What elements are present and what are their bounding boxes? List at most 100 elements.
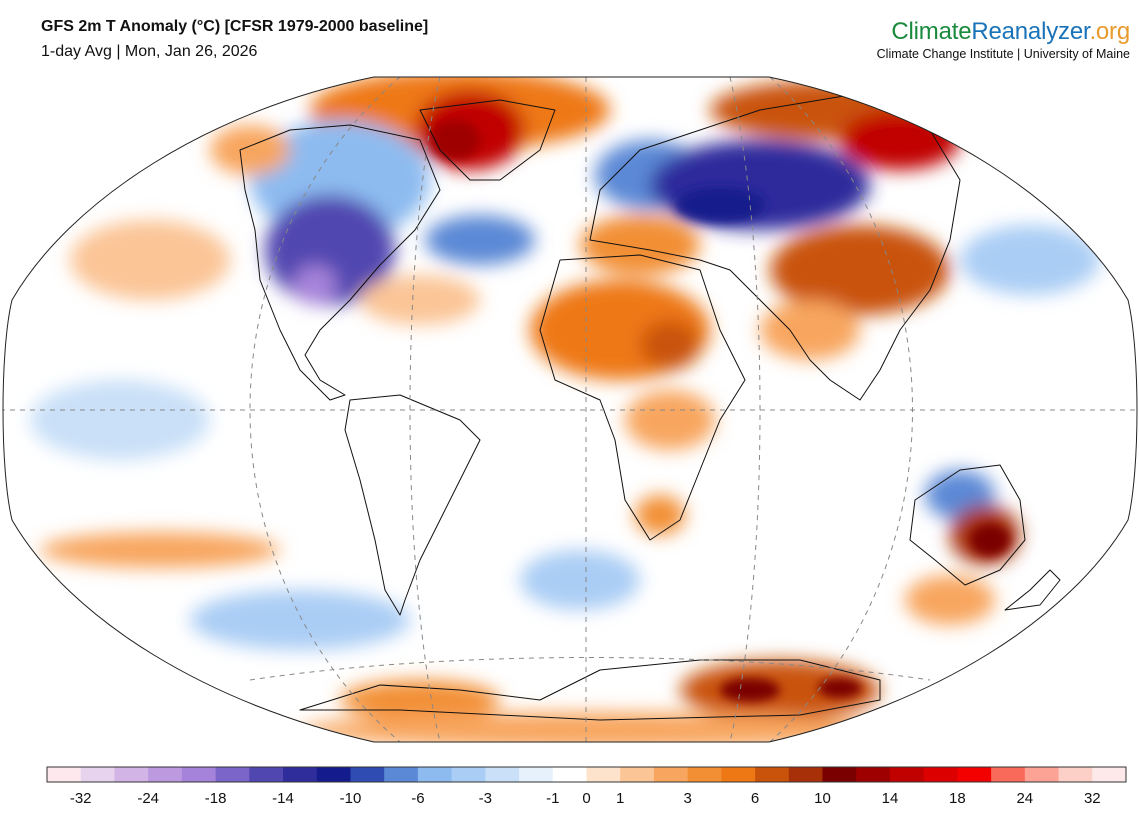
anomaly-alaska-warm xyxy=(210,125,290,175)
anomaly-nw-pacific-cold xyxy=(960,225,1100,295)
anomaly-east-africa-warm xyxy=(625,390,715,450)
anomaly-tropical-pacific-cold xyxy=(30,380,210,460)
colorbar-tick-label: 24 xyxy=(1016,790,1034,807)
colorbar-swatch xyxy=(856,767,891,782)
colorbar-tick-label: -6 xyxy=(411,790,425,807)
colorbar-swatch xyxy=(114,767,149,782)
anomaly-east-siberia-hot xyxy=(840,110,960,170)
brand-logo-org: .org xyxy=(1089,18,1130,45)
meridian-east-60 xyxy=(729,77,761,742)
colorbar-tick-label: -24 xyxy=(137,790,160,807)
coast-south-america xyxy=(344,394,481,616)
colorbar-swatch xyxy=(788,767,824,782)
coastlines xyxy=(239,94,1061,721)
colorbar-swatch xyxy=(755,767,790,782)
colorbar-tick-label: -1 xyxy=(546,790,560,807)
colorbar-frame xyxy=(46,766,1127,783)
anomaly-antarctica-dark-core xyxy=(720,678,780,702)
anomaly-ne-pacific-warm xyxy=(70,220,230,300)
colorbar-swatch xyxy=(485,767,520,782)
colorbar-swatch xyxy=(822,767,857,782)
colorbar-tick-label: 3 xyxy=(683,790,692,807)
anomaly-siberia-cold xyxy=(650,140,870,230)
anomaly-china-warm xyxy=(770,225,950,315)
anomaly-australia-dark-core xyxy=(970,524,1010,556)
colorbar-swatch xyxy=(586,767,621,782)
anomaly-southern-ocean-cold xyxy=(190,590,410,650)
colorbar-swatch xyxy=(417,767,453,782)
colorbar-swatch xyxy=(283,767,318,782)
colorbar-swatch xyxy=(957,767,992,782)
brand-logo[interactable]: ClimateReanalyzer.org xyxy=(877,18,1130,46)
colorbar-tick-label: -10 xyxy=(339,790,362,807)
colorbar-swatch xyxy=(889,767,925,782)
colorbar-swatch xyxy=(350,767,385,782)
brand-tagline: Climate Change Institute | University of… xyxy=(876,47,1130,61)
parallel-south-60 xyxy=(249,657,931,681)
coast-africa xyxy=(539,254,746,541)
anomaly-siberia-deep-core xyxy=(675,187,765,223)
colorbar-swatch xyxy=(181,767,217,782)
colorbar-tick-label: 14 xyxy=(881,790,899,807)
colorbar-swatch xyxy=(519,767,554,782)
colorbar-swatch xyxy=(991,767,1026,782)
coast-antarctica xyxy=(299,659,881,721)
colorbar-swatch xyxy=(923,767,958,782)
colorbar-swatch xyxy=(653,767,689,782)
colorbar-tick-label: 18 xyxy=(949,790,966,807)
meridian-east-120 xyxy=(769,77,913,742)
colorbar-swatch xyxy=(1024,767,1060,782)
brand-logo-climate: Climate xyxy=(891,18,972,45)
graticule xyxy=(3,77,1137,742)
anomaly-atlantic-warm xyxy=(360,275,480,325)
map-title: GFS 2m T Anomaly (°C) [CFSR 1979-2000 ba… xyxy=(41,18,429,35)
colorbar-tick-label: -32 xyxy=(69,790,92,807)
colorbar-swatch xyxy=(552,767,587,782)
colorbar-tick-label: -14 xyxy=(272,790,294,807)
anomaly-south-pacific-warm xyxy=(40,532,280,568)
anomaly-europe-warm xyxy=(580,215,700,275)
colorbar-swatch xyxy=(687,767,722,782)
coast-australia xyxy=(909,464,1026,586)
colorbar-swatch xyxy=(249,767,284,782)
coast-new-zealand xyxy=(1004,569,1061,611)
colorbar-tick-label: -3 xyxy=(478,790,492,807)
anomaly-cores xyxy=(430,120,1010,702)
meridian-west-120 xyxy=(249,77,401,742)
anomaly-us-extreme-cold xyxy=(293,265,337,305)
globe-outline xyxy=(2,76,1138,743)
brand-block[interactable]: ClimateReanalyzer.org Climate Change Ins… xyxy=(876,18,1131,61)
anomaly-sudan-hot xyxy=(640,320,700,370)
colorbar-swatch xyxy=(148,767,183,782)
anomaly-tasman-warm xyxy=(905,575,995,625)
colorbar-swatch xyxy=(620,767,655,782)
colorbar-tick-label: -18 xyxy=(204,790,227,807)
anomaly-atlantic-cold xyxy=(425,215,535,265)
colorbar-swatch xyxy=(1092,767,1127,782)
colorbar-swatch xyxy=(215,767,250,782)
globe-content xyxy=(3,77,1137,742)
coast-eurasia xyxy=(589,94,961,401)
colorbar-tick-label: 1 xyxy=(616,790,625,807)
colorbar-tick-label: 32 xyxy=(1083,790,1101,807)
brand-logo-reanalyzer: Reanalyzer xyxy=(971,18,1090,45)
anomaly-antarctica-dark-core2 xyxy=(818,678,862,698)
anomaly-south-africa-warm xyxy=(635,495,685,535)
map-subtitle: 1-day Avg | Mon, Jan 26, 2026 xyxy=(41,43,258,60)
anomaly-india-warm xyxy=(760,300,860,360)
colorbar-swatch xyxy=(80,767,115,782)
meridian-west-60 xyxy=(409,77,441,742)
anomaly-greenland-dark-core xyxy=(430,120,480,160)
anomaly-south-atlantic-cold xyxy=(520,550,640,610)
anomaly-antarctica-band-warm xyxy=(300,712,900,742)
colorbar-tick-label: 10 xyxy=(814,790,831,807)
colorbar-swatch xyxy=(451,767,486,782)
colorbar-swatch xyxy=(47,767,82,782)
anomaly-map xyxy=(2,76,1138,743)
coast-north-america xyxy=(239,124,441,401)
colorbar-swatch xyxy=(721,767,756,782)
colorbar-tick-label: 6 xyxy=(750,790,760,807)
colorbar-swatch xyxy=(316,767,351,782)
colorbar-swatch xyxy=(384,767,419,782)
colorbar-swatch xyxy=(1058,767,1093,782)
